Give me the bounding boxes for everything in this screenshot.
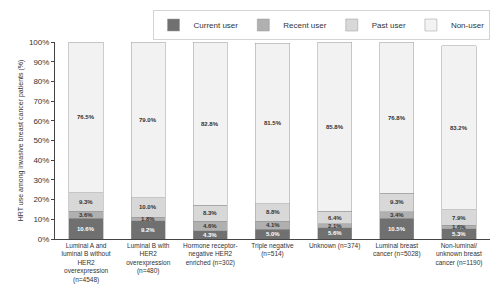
svg-text:10.5%: 10.5% bbox=[388, 226, 406, 232]
svg-text:10.6%: 10.6% bbox=[77, 226, 95, 232]
svg-text:0%: 0% bbox=[38, 235, 50, 244]
svg-text:Luminal B withHER2overexpressi: Luminal B withHER2overexpression(n=480) bbox=[126, 242, 170, 275]
svg-text:Hormone receptor-negative HER2: Hormone receptor-negative HER2enriched (… bbox=[183, 242, 238, 267]
svg-text:8.3%: 8.3% bbox=[203, 210, 217, 216]
svg-text:Luminal breastcancer (n=5028): Luminal breastcancer (n=5028) bbox=[373, 242, 421, 258]
svg-text:1.6%: 1.6% bbox=[452, 224, 466, 230]
svg-text:40%: 40% bbox=[33, 156, 49, 165]
svg-text:7.9%: 7.9% bbox=[452, 215, 466, 221]
svg-text:5.0%: 5.0% bbox=[266, 231, 280, 237]
svg-text:60%: 60% bbox=[33, 117, 49, 126]
svg-text:Current user: Current user bbox=[194, 21, 239, 30]
svg-text:82.8%: 82.8% bbox=[201, 121, 219, 127]
svg-text:70%: 70% bbox=[33, 97, 49, 106]
svg-text:2.1%: 2.1% bbox=[328, 223, 342, 229]
svg-text:Past user: Past user bbox=[372, 21, 406, 30]
svg-text:85.8%: 85.8% bbox=[326, 124, 344, 130]
svg-text:9.3%: 9.3% bbox=[79, 199, 93, 205]
svg-text:83.2%: 83.2% bbox=[450, 125, 468, 131]
svg-text:80%: 80% bbox=[33, 77, 49, 86]
svg-text:81.5%: 81.5% bbox=[264, 120, 282, 126]
svg-text:90%: 90% bbox=[33, 58, 49, 67]
svg-text:50%: 50% bbox=[33, 136, 49, 145]
svg-text:10%: 10% bbox=[33, 215, 49, 224]
svg-text:10.0%: 10.0% bbox=[139, 204, 157, 210]
svg-text:4.6%: 4.6% bbox=[203, 223, 217, 229]
svg-text:30%: 30% bbox=[33, 176, 49, 185]
svg-text:9.3%: 9.3% bbox=[390, 199, 404, 205]
svg-text:4.3%: 4.3% bbox=[203, 232, 217, 238]
svg-text:8.8%: 8.8% bbox=[266, 209, 280, 215]
svg-text:79.0%: 79.0% bbox=[139, 117, 157, 123]
svg-text:76.5%: 76.5% bbox=[77, 114, 95, 120]
svg-text:Non-user: Non-user bbox=[451, 21, 484, 30]
svg-text:20%: 20% bbox=[33, 195, 49, 204]
svg-text:HRT use among invasive breast: HRT use among invasive breast cancer pat… bbox=[17, 60, 25, 222]
svg-text:4.1%: 4.1% bbox=[266, 222, 280, 228]
svg-text:Non-luminal/unknown breastcanc: Non-luminal/unknown breastcancer (n=1190… bbox=[435, 242, 482, 267]
svg-text:Recent user: Recent user bbox=[283, 21, 326, 30]
svg-text:6.4%: 6.4% bbox=[328, 215, 342, 221]
svg-text:5.3%: 5.3% bbox=[452, 231, 466, 237]
svg-text:100%: 100% bbox=[29, 38, 49, 47]
svg-text:5.6%: 5.6% bbox=[328, 230, 342, 236]
svg-text:3.4%: 3.4% bbox=[390, 212, 404, 218]
svg-text:Triple negative(n=514): Triple negative(n=514) bbox=[251, 242, 294, 258]
svg-text:76.8%: 76.8% bbox=[388, 115, 406, 121]
svg-text:3.6%: 3.6% bbox=[79, 212, 93, 218]
svg-text:1.8%: 1.8% bbox=[141, 216, 155, 222]
svg-text:Unknown (n=374): Unknown (n=374) bbox=[309, 242, 361, 250]
svg-text:9.2%: 9.2% bbox=[141, 227, 155, 233]
svg-text:Luminal A andluminal B without: Luminal A andluminal B withoutHER2overex… bbox=[61, 242, 110, 284]
